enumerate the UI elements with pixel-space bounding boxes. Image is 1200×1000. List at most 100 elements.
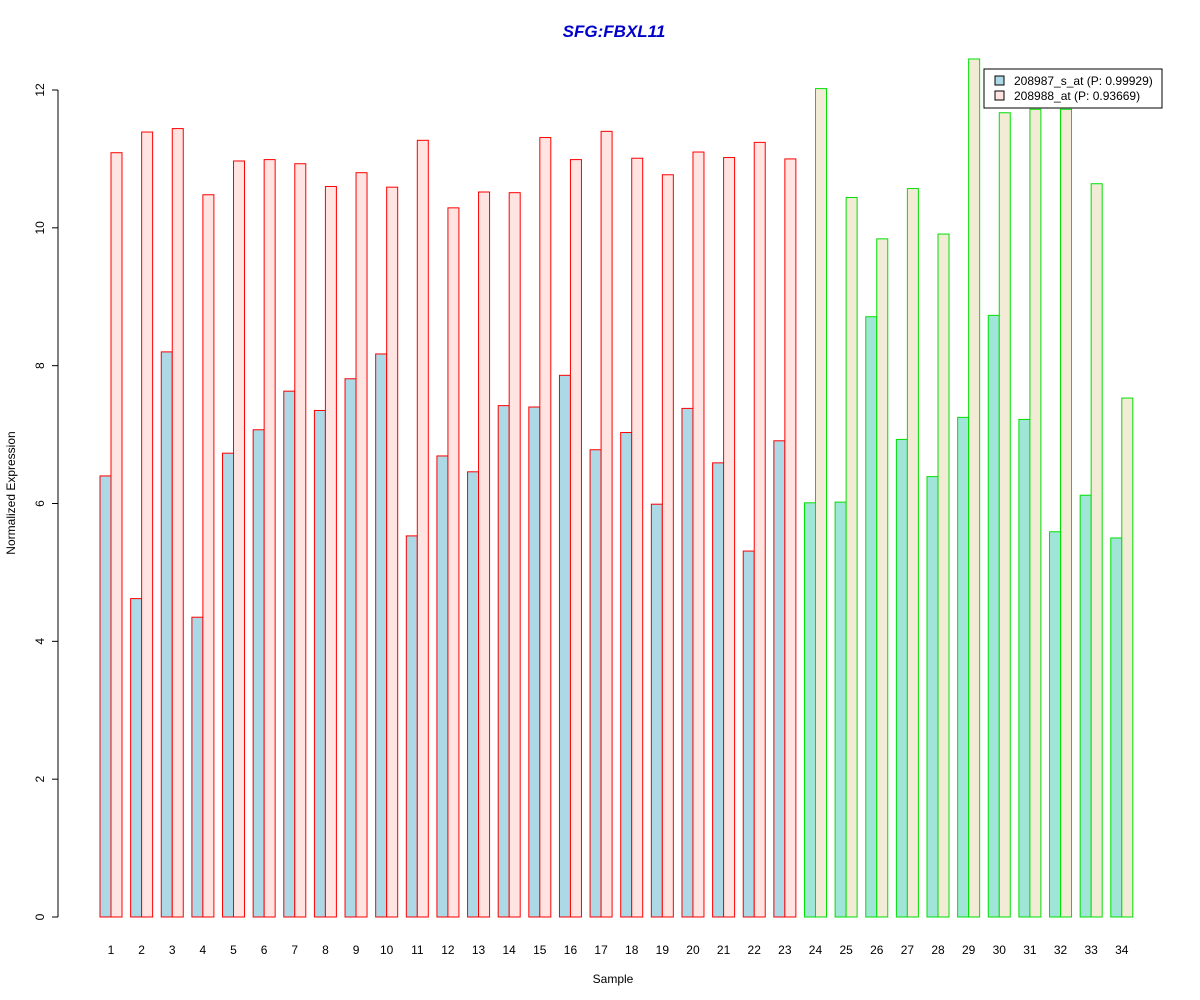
bar-series-1-sample-26 [865,316,878,918]
x-tick-label: 3 [169,943,176,957]
bar-series-2-sample-30 [998,112,1011,918]
bar-series-1-sample-28 [926,476,939,918]
x-tick-label: 17 [594,943,608,957]
bar-series-1-sample-24 [803,502,816,918]
y-tick-label: 10 [33,221,47,235]
bar-series-2-sample-9 [355,172,368,918]
bar-series-2-sample-20 [692,151,705,918]
x-tick-label: 24 [809,943,823,957]
bar-series-2-sample-23 [784,158,797,918]
bar-series-2-sample-17 [600,130,613,918]
chart-title: SFG:FBXL11 [563,22,666,41]
x-tick-label: 26 [870,943,884,957]
bar-series-2-sample-19 [661,174,674,918]
bar-series-1-sample-12 [436,455,449,918]
x-tick-label: 31 [1023,943,1037,957]
bar-series-1-sample-30 [987,314,1000,918]
bar-series-2-sample-21 [723,157,736,918]
bar-series-1-sample-16 [558,374,571,918]
legend-swatch [994,75,1005,86]
bar-series-1-sample-19 [650,503,663,918]
bar-series-2-sample-26 [876,238,889,918]
bar-series-1-sample-25 [834,501,847,918]
x-tick-label: 15 [533,943,547,957]
bar-series-2-sample-13 [478,191,491,918]
bar-series-1-sample-7 [283,390,296,918]
bar-series-2-sample-12 [447,207,460,918]
bar-series-2-sample-10 [386,186,399,918]
x-tick-label: 34 [1115,943,1129,957]
legend-box [983,68,1163,109]
x-tick-label: 22 [748,943,762,957]
x-tick-label: 30 [993,943,1007,957]
bar-series-2-sample-15 [539,137,552,918]
x-tick-label: 9 [353,943,360,957]
legend-label: 208987_s_at (P: 0.99929) [1014,74,1153,88]
bar-series-2-sample-14 [508,192,521,918]
x-tick-label: 5 [230,943,237,957]
bar-series [99,58,1134,918]
bar-series-1-sample-1 [99,475,112,918]
bar-series-1-sample-11 [405,535,418,918]
y-tick-label: 8 [33,362,47,369]
bar-series-2-sample-24 [814,88,827,918]
x-tick-label: 23 [778,943,792,957]
bar-series-2-sample-22 [753,141,766,918]
bar-series-1-sample-18 [620,432,633,918]
bar-series-2-sample-29 [968,58,981,918]
y-axis-label: Normalized Expression [4,431,18,554]
bar-series-2-sample-16 [569,159,582,918]
bar-series-1-sample-6 [252,429,265,918]
bar-series-2-sample-6 [263,159,276,918]
bar-series-1-sample-10 [375,353,388,918]
bar-series-1-sample-14 [497,405,510,918]
bar-series-1-sample-5 [222,452,235,918]
x-tick-label: 33 [1084,943,1098,957]
bar-series-1-sample-2 [130,598,143,918]
bar-series-1-sample-33 [1079,494,1092,918]
x-tick-label: 28 [931,943,945,957]
x-tick-label: 18 [625,943,639,957]
bar-series-2-sample-25 [845,197,858,918]
bar-series-2-sample-5 [233,160,246,918]
bar-series-1-sample-4 [191,616,204,918]
bar-series-1-sample-3 [160,351,173,918]
x-tick-label: 12 [441,943,455,957]
x-tick-label: 7 [291,943,298,957]
bar-series-1-sample-17 [589,449,602,918]
bar-series-1-sample-31 [1018,418,1031,918]
bar-series-2-sample-8 [324,185,337,918]
legend-swatch [994,90,1005,101]
bar-series-1-sample-13 [467,471,480,918]
bar-series-1-sample-34 [1110,537,1123,918]
bar-series-1-sample-21 [712,462,725,918]
y-tick-label: 0 [33,913,47,920]
bar-series-2-sample-34 [1121,397,1134,918]
x-tick-label: 2 [138,943,145,957]
x-tick-label: 21 [717,943,731,957]
bar-series-1-sample-9 [344,378,357,918]
x-tick-label: 1 [108,943,115,957]
bar-series-2-sample-27 [906,188,919,918]
x-tick-label: 11 [411,943,424,957]
y-axis: 0 2 4 6 8 10 12 [33,83,59,920]
x-tick-label: 6 [261,943,268,957]
bar-series-1-sample-20 [681,407,694,918]
legend: 208987_s_at (P: 0.99929)208988_at (P: 0.… [983,68,1163,109]
x-tick-label: 25 [839,943,853,957]
bar-series-1-sample-8 [313,409,326,918]
bar-series-2-sample-28 [937,233,950,918]
x-tick-label: 16 [564,943,578,957]
x-axis-tick-labels: 1 2 3 4 5 6 7 8 9 10 11 12 13 14 15 16 17 18 19 20 21 22 23 24 2… [108,943,1129,957]
x-tick-label: 32 [1054,943,1068,957]
x-axis-label: Sample [593,972,634,986]
x-tick-label: 10 [380,943,394,957]
bar-series-2-sample-18 [631,157,644,918]
bar-series-1-sample-27 [895,438,908,918]
x-tick-label: 19 [656,943,670,957]
bar-series-2-sample-2 [141,131,154,918]
x-tick-label: 20 [686,943,700,957]
bar-series-2-sample-4 [202,194,215,918]
bar-series-1-sample-22 [742,550,755,918]
